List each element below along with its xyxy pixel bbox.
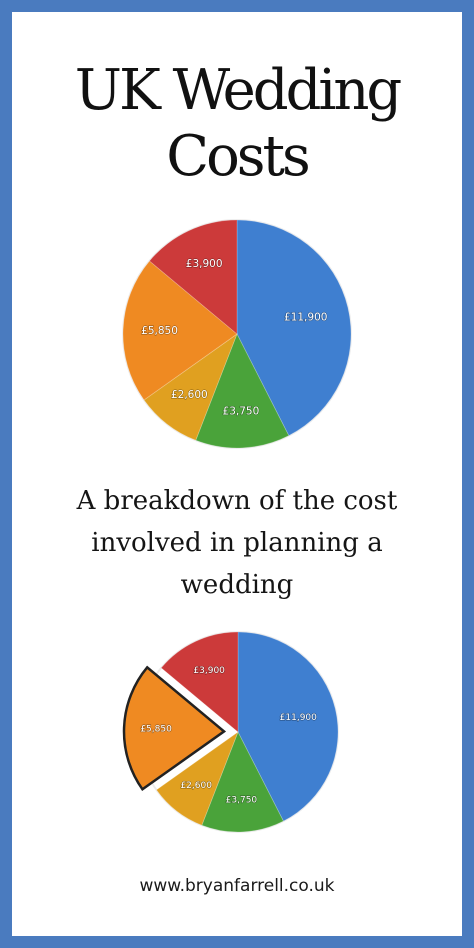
pie-slice (237, 631, 339, 822)
pie-slice (122, 260, 238, 401)
title-line-1: UK Wedding (74, 58, 402, 123)
slice-value-label: £3,750 (223, 405, 260, 417)
slice-value-label: £11,900 (284, 312, 327, 324)
pie-slice (143, 332, 238, 441)
pie-slice (201, 731, 284, 833)
slice-value-label: £5,850 (140, 724, 172, 734)
slice-value-label: £5,850 (141, 325, 178, 337)
slice-value-label: £3,900 (193, 666, 225, 676)
subtitle-line-3: wedding (180, 570, 294, 600)
pie-slice (160, 631, 239, 733)
pie-slice (148, 219, 238, 335)
slice-value-label: £2,600 (171, 389, 208, 401)
website-url: www.bryanfarrell.co.uk (139, 876, 335, 896)
subtitle-line-1: A breakdown of the cost (76, 486, 398, 516)
pie-slice (155, 730, 239, 826)
page-title: UK Wedding Costs (12, 58, 462, 190)
subtitle: A breakdown of the cost involved in plan… (40, 480, 434, 606)
subtitle-line-2: involved in planning a (91, 528, 383, 558)
slice-value-label: £11,900 (280, 713, 317, 723)
slice-value-label: £2,600 (180, 781, 212, 791)
title-line-2: Costs (166, 124, 311, 189)
pie-slice (195, 333, 290, 449)
pie-slice (122, 665, 227, 792)
slice-value-label: £3,900 (186, 258, 223, 270)
slice-value-label: £3,750 (226, 795, 258, 805)
pie-slice (236, 219, 352, 437)
